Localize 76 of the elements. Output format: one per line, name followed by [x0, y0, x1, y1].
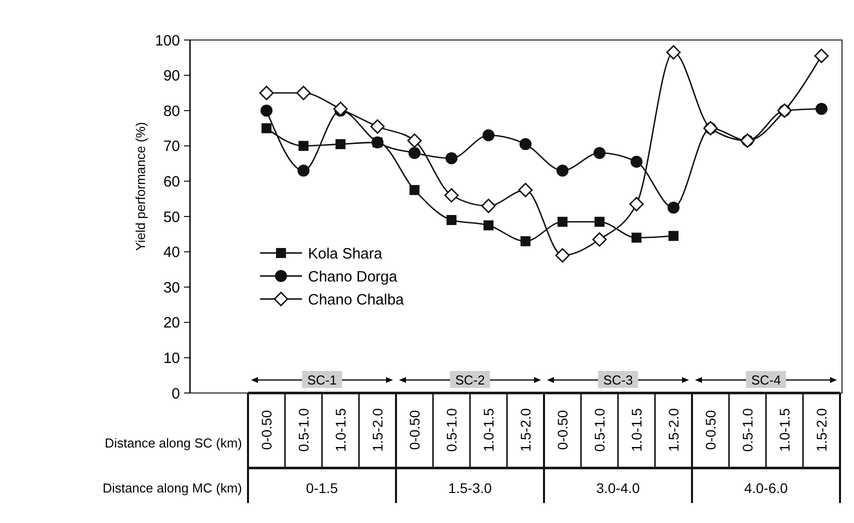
x-tick-label: 0.5-1.0	[295, 408, 312, 452]
point	[816, 102, 828, 115]
x-tick-label: 0-0.50	[702, 410, 718, 450]
point	[666, 45, 681, 60]
text: Distance along MC (km)	[102, 480, 242, 496]
point	[594, 216, 604, 227]
point	[410, 185, 420, 196]
point	[632, 232, 642, 243]
point	[446, 152, 458, 164]
y-tick-label: 0	[172, 385, 180, 402]
y-tick-label: 40	[163, 244, 180, 262]
legend-label: Kola Shara	[308, 245, 383, 262]
point	[262, 123, 272, 134]
point	[592, 232, 607, 247]
point	[555, 248, 570, 263]
text: 0-1.5	[306, 480, 338, 496]
x-tick-label: 0.5-1.0	[443, 408, 460, 452]
point	[296, 86, 311, 100]
text: 1.5-3.0	[448, 480, 492, 496]
point	[629, 196, 644, 212]
annotation: SC-3	[603, 372, 633, 388]
point	[484, 220, 494, 230]
y-tick-label: 60	[163, 173, 180, 190]
y-tick-label: 100	[154, 32, 180, 50]
point	[520, 236, 530, 246]
text: 3.0-4.0	[596, 480, 640, 496]
point	[668, 202, 680, 214]
point	[298, 140, 308, 151]
point	[668, 230, 678, 241]
y-tick-label: 20	[163, 314, 180, 332]
x-tick-label: 0-0.50	[554, 410, 570, 450]
annotation: SC-1	[307, 372, 337, 388]
x-tick-label: 0.5-1.0	[591, 408, 608, 452]
point	[336, 139, 346, 150]
x-tick-label: 1.0-1.5	[628, 408, 644, 452]
x-axis-title: Distance along SC (km)	[104, 436, 242, 451]
x-tick-label: 0-0.50	[406, 410, 422, 450]
x-tick-label: 1.0-1.5	[332, 408, 348, 452]
point	[444, 188, 459, 203]
point	[630, 156, 642, 168]
y-tick-label: 90	[163, 68, 180, 85]
y-tick-label: 70	[163, 138, 180, 156]
point	[408, 146, 420, 159]
y-axis-title: Yield performance (%)	[133, 122, 148, 251]
y-tick-label: 50	[163, 208, 180, 226]
annotation: SC-2	[455, 372, 485, 388]
point	[259, 86, 274, 100]
x-tick-label: 1.0-1.5	[776, 408, 792, 452]
point	[556, 164, 568, 177]
y-tick-label: 80	[163, 102, 180, 120]
x-tick-label: 1.5-2.0	[665, 408, 682, 452]
point	[407, 133, 422, 148]
point	[482, 129, 494, 142]
y-tick-label: 30	[163, 279, 180, 296]
point	[594, 146, 606, 159]
point	[446, 215, 456, 226]
point	[370, 119, 385, 134]
legend-label: Chano Dorga	[308, 268, 398, 286]
x-tick-label: 1.0-1.5	[480, 408, 496, 452]
x-tick-label: 0.5-1.0	[739, 408, 756, 452]
x-tick-label: 1.5-2.0	[517, 408, 534, 452]
point	[520, 138, 532, 150]
x-tick-label: 1.5-2.0	[813, 408, 830, 452]
x-tick-label: 1.5-2.0	[369, 408, 386, 452]
point	[518, 182, 533, 198]
point	[333, 102, 348, 116]
annotation: SC-4	[751, 372, 781, 388]
point	[260, 104, 272, 117]
y-tick-label: 10	[163, 350, 180, 367]
legend-label: Chano Chalba	[308, 291, 405, 308]
point	[558, 216, 568, 227]
text: 4.0-6.0	[744, 480, 788, 496]
point	[481, 198, 496, 214]
point	[298, 164, 310, 177]
point	[814, 48, 829, 64]
x-tick-label: 0-0.50	[258, 410, 274, 450]
